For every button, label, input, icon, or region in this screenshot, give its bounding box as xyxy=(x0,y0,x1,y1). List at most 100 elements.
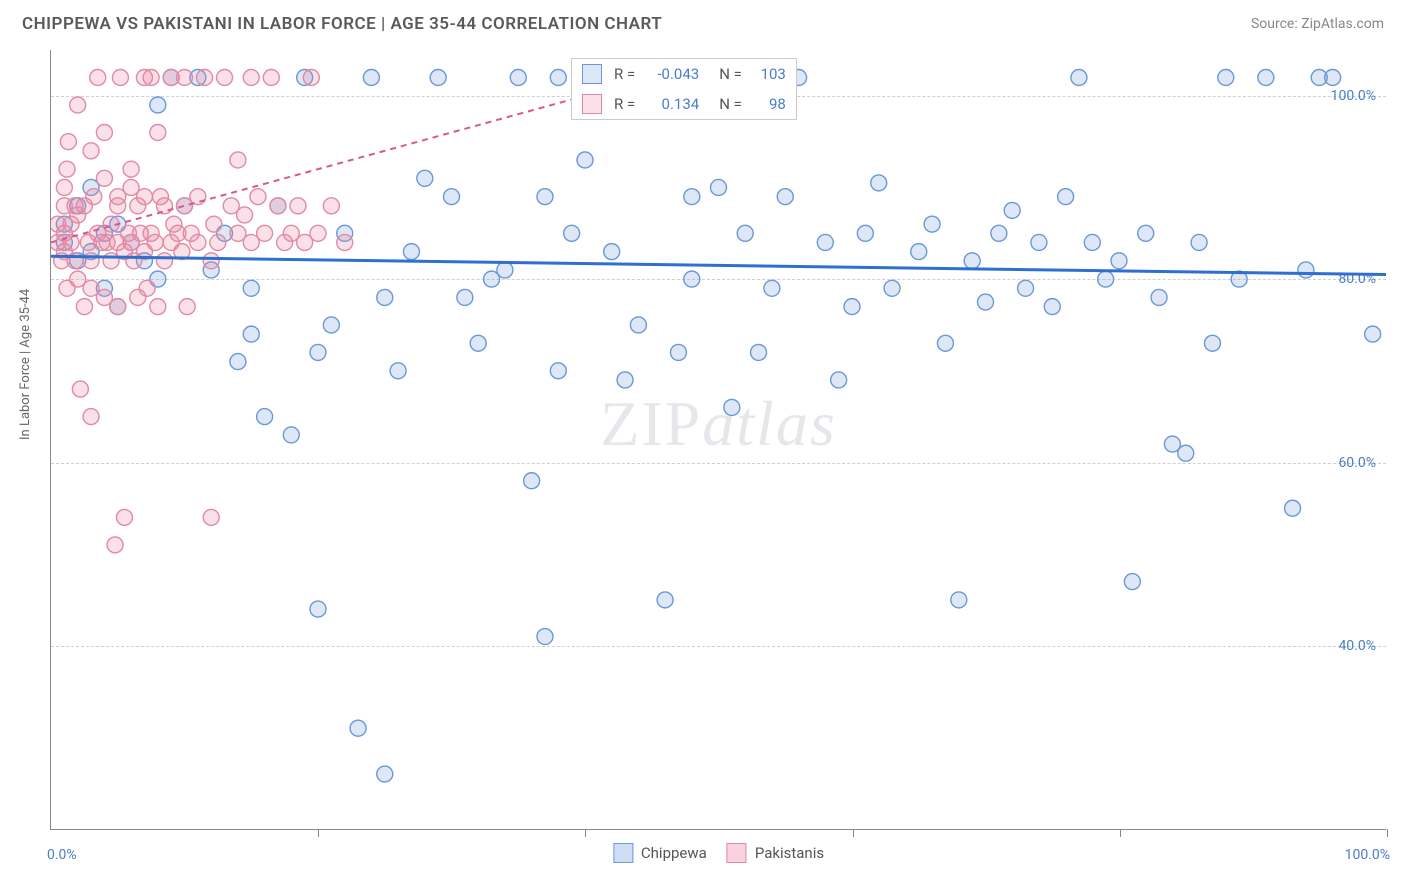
scatter-point xyxy=(724,399,740,415)
scatter-point xyxy=(156,198,172,214)
scatter-point xyxy=(417,170,433,186)
x-tick xyxy=(585,829,586,837)
scatter-point xyxy=(1285,500,1301,516)
legend-swatch xyxy=(727,843,747,863)
scatter-point xyxy=(60,134,76,150)
scatter-point xyxy=(1178,445,1194,461)
x-tick xyxy=(1387,829,1388,837)
chart-source: Source: ZipAtlas.com xyxy=(1251,16,1384,32)
scatter-point xyxy=(403,244,419,260)
r-label: R = xyxy=(614,65,635,83)
scatter-point xyxy=(112,70,128,86)
legend-item: Chippewa xyxy=(613,843,707,863)
scatter-point xyxy=(190,234,206,250)
scatter-point xyxy=(1298,262,1314,278)
scatter-point xyxy=(817,234,833,250)
legend-item: Pakistanis xyxy=(727,843,824,863)
scatter-point xyxy=(857,225,873,241)
scatter-point xyxy=(911,244,927,260)
scatter-point xyxy=(684,271,700,287)
scatter-point xyxy=(1071,70,1087,86)
scatter-point xyxy=(150,299,166,315)
legend-label: Pakistanis xyxy=(755,844,824,862)
scatter-point xyxy=(190,189,206,205)
regression-line xyxy=(51,256,1386,274)
scatter-point xyxy=(76,299,92,315)
scatter-point xyxy=(470,335,486,351)
x-tick xyxy=(1120,829,1121,837)
x-tick xyxy=(318,829,319,837)
scatter-point xyxy=(737,225,753,241)
n-value: 103 xyxy=(750,65,786,83)
chart-plot-area: ZIPatlas R =-0.043N =103R =0.134N =98 Ch… xyxy=(50,50,1386,830)
scatter-point xyxy=(116,509,132,525)
scatter-point xyxy=(86,189,102,205)
scatter-point xyxy=(96,124,112,140)
scatter-point xyxy=(844,299,860,315)
scatter-point xyxy=(457,289,473,305)
scatter-point xyxy=(203,253,219,269)
scatter-point xyxy=(1111,253,1127,269)
scatter-point xyxy=(83,143,99,159)
scatter-point xyxy=(564,225,580,241)
scatter-point xyxy=(1044,299,1060,315)
scatter-point xyxy=(230,354,246,370)
y-axis-label: In Labor Force | Age 35-44 xyxy=(18,289,33,440)
scatter-point xyxy=(143,70,159,86)
scatter-point xyxy=(497,262,513,278)
scatter-point xyxy=(139,280,155,296)
scatter-point xyxy=(937,335,953,351)
scatter-point xyxy=(179,299,195,315)
scatter-point xyxy=(1098,271,1114,287)
scatter-point xyxy=(250,189,266,205)
scatter-point xyxy=(577,152,593,168)
scatter-point xyxy=(1204,335,1220,351)
scatter-point xyxy=(510,70,526,86)
scatter-point xyxy=(217,70,233,86)
scatter-point xyxy=(684,189,700,205)
legend-swatch xyxy=(582,94,602,114)
scatter-point xyxy=(243,326,259,342)
scatter-point xyxy=(444,189,460,205)
scatter-point xyxy=(83,409,99,425)
x-tick xyxy=(853,829,854,837)
legend-swatch xyxy=(613,843,633,863)
scatter-point xyxy=(657,592,673,608)
scatter-point xyxy=(1004,202,1020,218)
scatter-point xyxy=(243,280,259,296)
scatter-point xyxy=(1325,70,1341,86)
scatter-point xyxy=(323,317,339,333)
scatter-point xyxy=(377,289,393,305)
scatter-point xyxy=(350,720,366,736)
scatter-point xyxy=(550,70,566,86)
scatter-point xyxy=(147,234,163,250)
scatter-point xyxy=(303,70,319,86)
scatter-point xyxy=(156,253,172,269)
scatter-point xyxy=(751,344,767,360)
chart-title: CHIPPEWA VS PAKISTANI IN LABOR FORCE | A… xyxy=(22,14,662,34)
scatter-point xyxy=(524,473,540,489)
regression-line xyxy=(51,77,652,242)
scatter-point xyxy=(257,225,273,241)
scatter-point xyxy=(206,216,222,232)
scatter-point xyxy=(230,152,246,168)
scatter-point xyxy=(257,409,273,425)
scatter-point xyxy=(110,299,126,315)
scatter-point xyxy=(1031,234,1047,250)
scatter-point xyxy=(290,198,306,214)
scatter-point xyxy=(537,629,553,645)
scatter-point xyxy=(604,244,620,260)
scatter-point xyxy=(177,70,193,86)
scatter-point xyxy=(150,97,166,113)
x-axis-start-label: 0.0% xyxy=(47,847,77,863)
scatter-point xyxy=(123,161,139,177)
scatter-point xyxy=(56,179,72,195)
scatter-point xyxy=(991,225,1007,241)
scatter-point xyxy=(711,179,727,195)
scatter-point xyxy=(764,280,780,296)
scatter-point xyxy=(884,280,900,296)
scatter-point xyxy=(1018,280,1034,296)
scatter-point xyxy=(670,344,686,360)
scatter-point xyxy=(1058,189,1074,205)
scatter-point xyxy=(537,189,553,205)
